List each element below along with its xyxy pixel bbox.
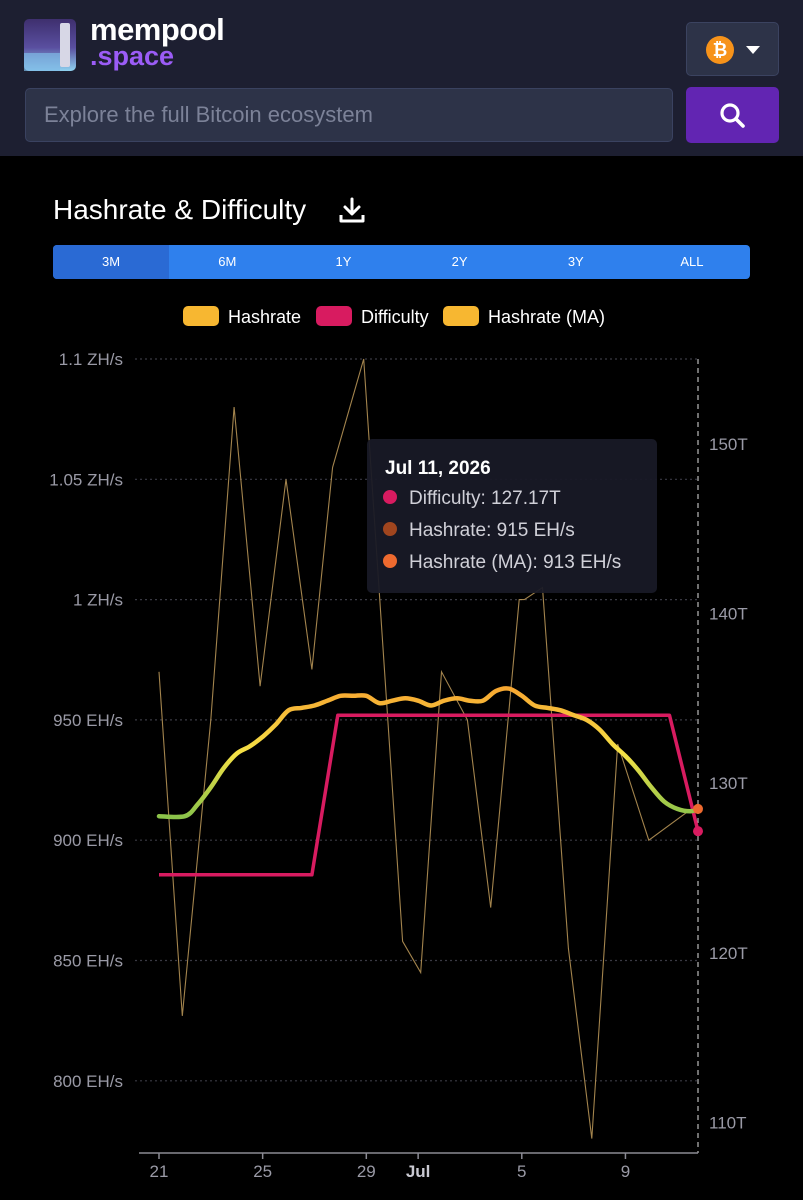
download-icon[interactable]: [339, 197, 365, 225]
bitcoin-icon: ₿: [706, 36, 734, 64]
site-header: mempool .space ₿: [0, 0, 803, 156]
x-tick-label: 25: [253, 1162, 272, 1181]
y-left-tick-label: 1.1 ZH/s: [59, 350, 123, 369]
tooltip-text-hashrate-ma: Hashrate (MA): 913 EH/s: [409, 552, 622, 573]
range-all-button[interactable]: ALL: [680, 254, 704, 269]
time-range-selector: 3M 6M 1Y 2Y 3Y ALL: [53, 245, 750, 279]
tooltip-row-difficulty: Difficulty: 127.17T: [383, 487, 561, 511]
tooltip-row-hashrate: Hashrate: 915 EH/s: [383, 519, 575, 543]
y-left-tick-label: 900 EH/s: [53, 831, 123, 850]
range-3y-button[interactable]: 3Y: [567, 254, 584, 269]
range-2y-button[interactable]: 2Y: [451, 254, 468, 269]
y-left-tick-label: 950 EH/s: [53, 711, 123, 730]
logo-wordmark[interactable]: mempool .space: [90, 12, 225, 71]
difficulty-hover-marker: [693, 826, 703, 837]
y-right-tick-label: 130T: [709, 774, 748, 793]
legend-item-hashrate-ma[interactable]: Hashrate (MA): [443, 305, 605, 329]
chart-tooltip: Jul 11, 2026 Difficulty: 127.17T Hashrat…: [367, 439, 657, 593]
network-selector-button[interactable]: ₿: [686, 22, 779, 76]
hashrate-ma-series-line: [156, 686, 701, 820]
difficulty-series-line: [159, 713, 700, 877]
y-right-tick-label: 150T: [709, 435, 748, 454]
y-left-tick-label: 1.05 ZH/s: [49, 470, 123, 489]
x-tick-label: Jul: [406, 1162, 431, 1181]
x-tick-label: 9: [621, 1162, 630, 1181]
range-6m-button[interactable]: 6M: [218, 254, 237, 269]
legend-swatch-hashrate: [183, 306, 219, 327]
logo-name: mempool: [90, 12, 225, 47]
tooltip-dot-hashrate-ma: [383, 553, 397, 568]
mempool-logo-icon[interactable]: [24, 19, 76, 71]
tooltip-text-difficulty: Difficulty: 127.17T: [409, 488, 561, 509]
x-tick-label: 21: [150, 1162, 169, 1181]
search-button[interactable]: [686, 87, 779, 143]
x-tick-label: 29: [357, 1162, 376, 1181]
legend-swatch-hashrate-ma: [443, 306, 479, 327]
search-icon: [720, 103, 745, 128]
hashrate-ma-hover-marker: [693, 803, 703, 814]
y-left-tick-label: 1 ZH/s: [73, 591, 123, 610]
tooltip-dot-hashrate: [383, 521, 397, 536]
legend-label-difficulty: Difficulty: [361, 307, 429, 327]
y-left-tick-label: 800 EH/s: [53, 1072, 123, 1091]
legend-label-hashrate: Hashrate: [228, 307, 302, 327]
axis-layer: 1.1 ZH/s 1.05 ZH/s 1 ZH/s 950 EH/s 900 EH/s 8…: [49, 350, 747, 1181]
x-tick-label: 5: [517, 1162, 526, 1181]
hashrate-series-line: [158, 358, 699, 1139]
chart-legend: Hashrate Difficulty Hashrate (MA): [0, 305, 803, 329]
logo-sub: .space: [90, 41, 175, 71]
tooltip-date: Jul 11, 2026: [385, 458, 491, 479]
search-input[interactable]: [25, 88, 673, 142]
caret-down-icon: [746, 46, 760, 54]
tooltip-row-hashrate-ma: Hashrate (MA): 913 EH/s: [383, 551, 621, 575]
tooltip-text-hashrate: Hashrate: 915 EH/s: [409, 520, 575, 541]
y-right-tick-label: 110T: [709, 1113, 747, 1132]
range-3m-button[interactable]: 3M: [53, 245, 170, 279]
legend-item-hashrate[interactable]: Hashrate: [183, 305, 301, 329]
y-right-tick-label: 140T: [709, 604, 748, 623]
legend-item-difficulty[interactable]: Difficulty: [316, 305, 429, 329]
legend-swatch-difficulty: [316, 306, 352, 327]
series-layer: [156, 358, 703, 1139]
legend-label-hashrate-ma: Hashrate (MA): [488, 307, 606, 327]
tooltip-dot-difficulty: [383, 489, 397, 504]
y-left-tick-label: 850 EH/s: [53, 952, 123, 971]
chart-title: Hashrate & Difficulty: [53, 194, 307, 225]
y-right-tick-label: 120T: [709, 944, 748, 963]
range-1y-button[interactable]: 1Y: [335, 254, 352, 269]
